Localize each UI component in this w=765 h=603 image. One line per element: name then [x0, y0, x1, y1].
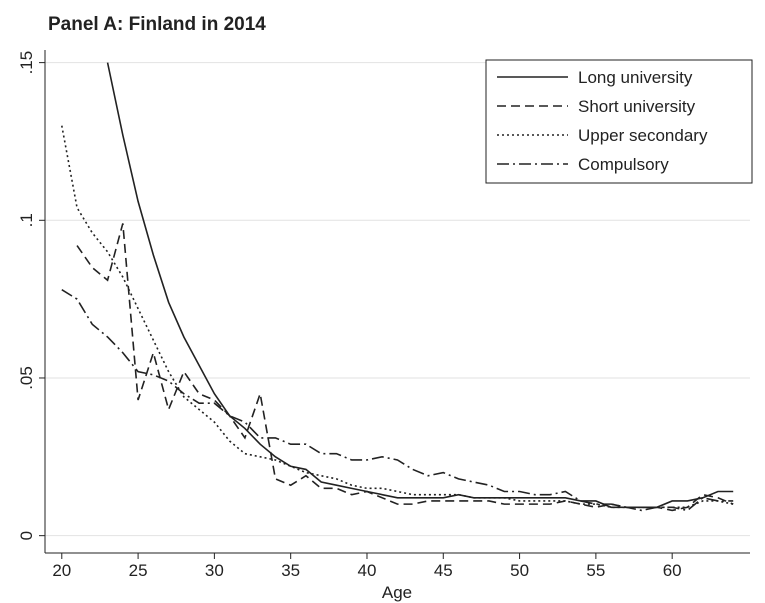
x-tick-label: 50 [510, 561, 529, 580]
x-tick-label: 55 [586, 561, 605, 580]
chart-title: Panel A: Finland in 2014 [48, 14, 266, 35]
y-tick-label: .05 [17, 366, 36, 390]
series-line [76, 223, 734, 512]
x-tick-label: 30 [205, 561, 224, 580]
series-line [60, 125, 734, 509]
y-tick-label: .1 [17, 213, 36, 227]
legend-label: Compulsory [578, 155, 669, 174]
legend-label: Short university [578, 97, 696, 116]
legend-label: Upper secondary [578, 126, 708, 145]
x-tick-label: 25 [129, 561, 148, 580]
x-tick-label: 40 [358, 561, 377, 580]
x-tick-label: 60 [663, 561, 682, 580]
series-line [61, 288, 734, 512]
y-tick-label: 0 [17, 531, 36, 540]
x-tick-label: 45 [434, 561, 453, 580]
x-axis-label: Age [382, 583, 412, 602]
y-tick-label: .15 [17, 51, 36, 75]
x-tick-label: 20 [52, 561, 71, 580]
x-tick-label: 35 [281, 561, 300, 580]
legend-label: Long university [578, 68, 693, 87]
legend-box [485, 59, 753, 184]
